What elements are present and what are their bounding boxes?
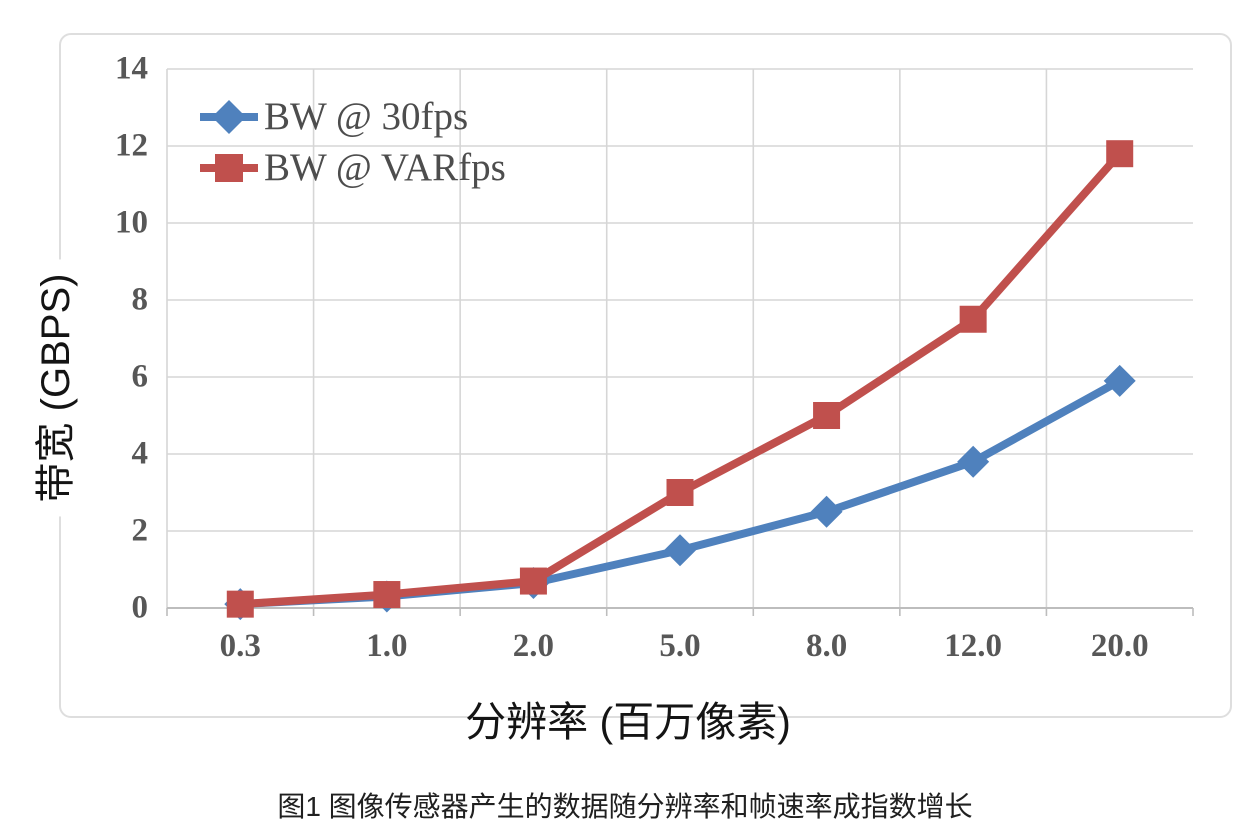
x-tick-label: 12.0: [944, 628, 1003, 664]
red-square-marker-icon: [200, 154, 258, 182]
x-tick-label: 5.0: [659, 628, 701, 664]
x-tick-label: 0.3: [219, 628, 261, 664]
data-point-square: [519, 567, 547, 595]
data-point-square: [1106, 140, 1134, 168]
data-point-square: [666, 479, 694, 506]
y-axis-title: 带宽 (GBPS): [21, 259, 83, 517]
data-point-square: [813, 402, 841, 429]
y-tick-label: 0: [131, 589, 149, 626]
chart-legend: BW @ 30fps BW @ VARfps: [200, 93, 506, 192]
data-point-diamond: [957, 445, 990, 478]
data-point-diamond: [1103, 364, 1136, 397]
y-tick-label: 8: [131, 281, 149, 318]
y-tick-label: 12: [115, 127, 148, 164]
figure-caption: 图1 图像传感器产生的数据随分辨率和帧速率成指数增长: [277, 791, 973, 822]
x-tick-label: 20.0: [1090, 628, 1149, 664]
y-tick-label: 6: [131, 358, 149, 395]
data-point-square: [226, 590, 254, 618]
y-tick-label: 2: [131, 512, 149, 549]
data-point-diamond: [810, 495, 843, 528]
data-point-diamond: [664, 534, 696, 567]
y-tick-label: 4: [131, 435, 149, 472]
data-point-square: [959, 305, 987, 333]
legend-item-bw-30fps: BW @ 30fps: [200, 93, 506, 141]
y-tick-label: 14: [115, 50, 148, 87]
legend-item-bw-varfps: BW @ VARfps: [200, 144, 506, 192]
legend-label: BW @ 30fps: [264, 95, 469, 138]
data-point-square: [373, 581, 401, 609]
legend-label: BW @ VARfps: [264, 146, 506, 189]
x-tick-label: 1.0: [366, 628, 408, 664]
bandwidth-line-chart: [166, 68, 1194, 621]
y-tick-label: 10: [115, 204, 148, 241]
x-tick-label: 8.0: [805, 628, 848, 664]
x-tick-label: 2.0: [512, 628, 555, 664]
x-axis-title: 分辨率 (百万像素): [465, 699, 791, 745]
blue-diamond-marker-icon: [200, 100, 258, 134]
